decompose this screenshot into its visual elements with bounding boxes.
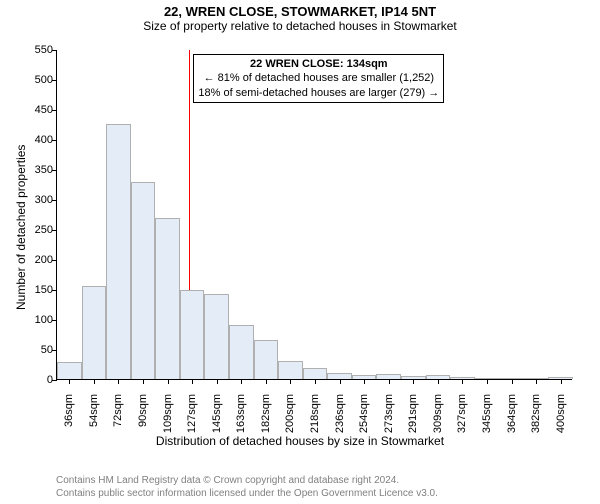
bar — [229, 325, 254, 379]
x-tick-label: 254sqm — [358, 392, 370, 433]
y-tick-mark — [52, 110, 57, 111]
x-tick-label: 200sqm — [284, 392, 296, 433]
x-tick-label: 90sqm — [137, 392, 149, 427]
y-tick-mark — [52, 320, 57, 321]
x-tick-mark — [217, 379, 218, 384]
annotation-title: 22 WREN CLOSE: 134sqm — [198, 57, 439, 71]
bar — [106, 124, 131, 379]
y-tick-mark — [52, 350, 57, 351]
x-tick-label: 109sqm — [162, 392, 174, 433]
x-tick-mark — [192, 379, 193, 384]
x-tick-mark — [143, 379, 144, 384]
y-tick-mark — [52, 200, 57, 201]
y-tick-mark — [52, 140, 57, 141]
x-tick-mark — [290, 379, 291, 384]
x-tick-label: 182sqm — [260, 392, 272, 433]
annotation-box: 22 WREN CLOSE: 134sqm ← 81% of detached … — [193, 54, 444, 103]
bar — [254, 340, 279, 379]
x-tick-label: 345sqm — [481, 392, 493, 433]
x-tick-label: 72sqm — [112, 392, 124, 427]
x-tick-label: 54sqm — [88, 392, 100, 427]
x-tick-mark — [266, 379, 267, 384]
footer: Contains HM Land Registry data © Crown c… — [56, 474, 438, 500]
x-tick-label: 309sqm — [432, 392, 444, 433]
x-tick-mark — [462, 379, 463, 384]
x-tick-label: 382sqm — [530, 392, 542, 433]
x-tick-mark — [561, 379, 562, 384]
footer-line2: Contains public sector information licen… — [56, 487, 438, 500]
chart-title: 22, WREN CLOSE, STOWMARKET, IP14 5NT — [0, 4, 600, 19]
annotation-line2: 18% of semi-detached houses are larger (… — [198, 86, 439, 100]
bar — [131, 182, 156, 379]
x-tick-label: 364sqm — [506, 392, 518, 433]
bar — [303, 368, 328, 379]
annotation-line1: ← 81% of detached houses are smaller (1,… — [198, 71, 439, 85]
x-tick-label: 218sqm — [309, 392, 321, 433]
y-tick-mark — [52, 80, 57, 81]
x-tick-mark — [364, 379, 365, 384]
x-tick-label: 36sqm — [63, 392, 75, 427]
x-tick-label: 327sqm — [456, 392, 468, 433]
x-tick-mark — [438, 379, 439, 384]
x-tick-label: 145sqm — [211, 392, 223, 433]
x-axis-label: Distribution of detached houses by size … — [0, 434, 600, 448]
x-tick-mark — [413, 379, 414, 384]
x-tick-mark — [315, 379, 316, 384]
y-tick-mark — [52, 380, 57, 381]
x-tick-label: 400sqm — [555, 392, 567, 433]
x-tick-label: 236sqm — [334, 392, 346, 433]
x-tick-mark — [512, 379, 513, 384]
y-tick-mark — [52, 170, 57, 171]
y-tick-mark — [52, 290, 57, 291]
x-tick-label: 291sqm — [407, 392, 419, 433]
x-tick-mark — [94, 379, 95, 384]
bar — [57, 362, 82, 379]
bar — [180, 290, 205, 379]
x-tick-mark — [168, 379, 169, 384]
x-tick-label: 273sqm — [383, 392, 395, 433]
y-tick-mark — [52, 230, 57, 231]
y-tick-mark — [52, 260, 57, 261]
x-tick-mark — [118, 379, 119, 384]
x-tick-mark — [536, 379, 537, 384]
y-tick-mark — [52, 50, 57, 51]
x-tick-label: 163sqm — [235, 392, 247, 433]
plot-area: 22 WREN CLOSE: 134sqm ← 81% of detached … — [56, 50, 572, 380]
y-axis-label: Number of detached properties — [14, 145, 28, 310]
x-tick-mark — [69, 379, 70, 384]
x-tick-mark — [487, 379, 488, 384]
bar — [204, 294, 229, 379]
x-tick-label: 127sqm — [186, 392, 198, 433]
x-tick-mark — [389, 379, 390, 384]
footer-line1: Contains HM Land Registry data © Crown c… — [56, 474, 438, 487]
bar — [155, 218, 180, 379]
bar — [278, 361, 303, 379]
chart-subtitle: Size of property relative to detached ho… — [0, 19, 600, 33]
bar — [82, 286, 107, 379]
x-tick-mark — [340, 379, 341, 384]
x-tick-mark — [241, 379, 242, 384]
